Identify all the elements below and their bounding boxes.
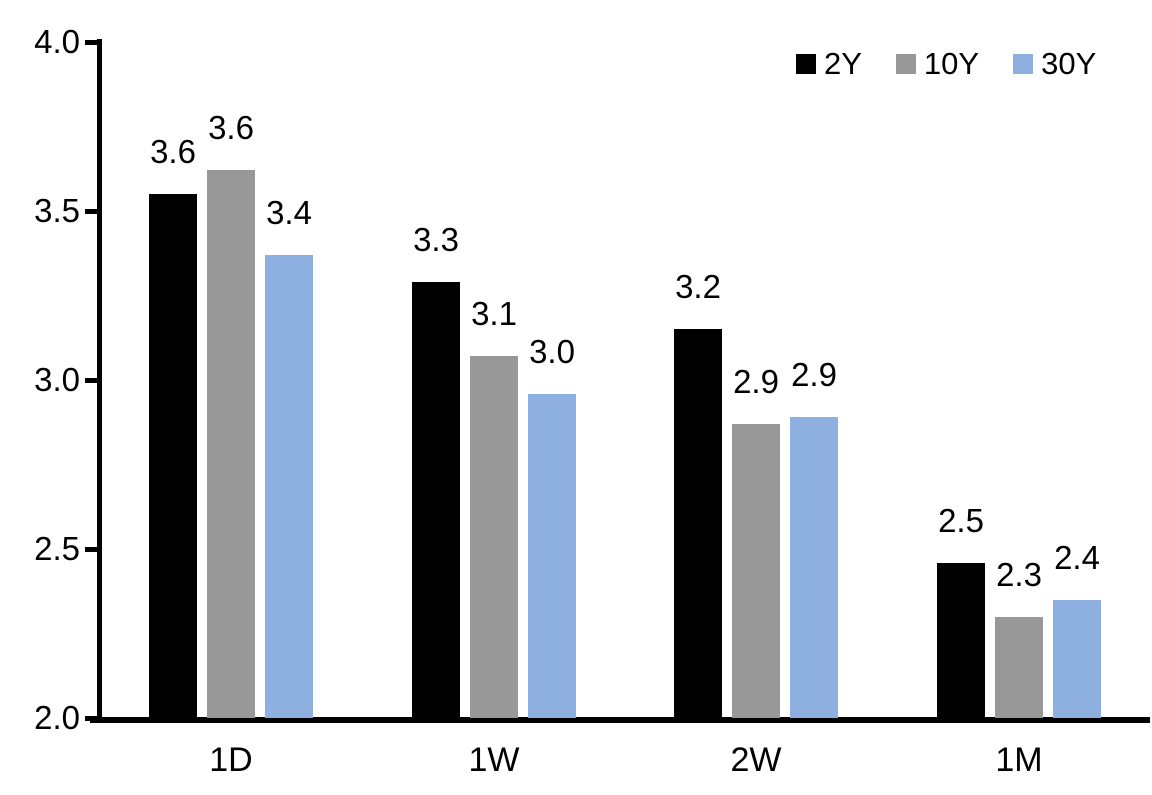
bar-30y-1m: [1053, 600, 1101, 718]
y-axis-tick-label: 2.0: [34, 699, 80, 736]
bar-value-label: 2.4: [1054, 539, 1100, 576]
legend-swatch-icon: [1013, 54, 1034, 74]
bar-value-label: 2.9: [791, 356, 837, 393]
bar-10y-1m: [995, 617, 1043, 718]
bar-value-label: 3.4: [266, 194, 312, 231]
y-axis-tick-label: 3.0: [34, 361, 80, 398]
bar-value-label: 2.9: [733, 363, 779, 400]
y-axis-tick-label: 3.5: [34, 192, 80, 229]
legend-label: 10Y: [923, 46, 980, 81]
bar-value-label: 3.3: [413, 221, 459, 258]
legend-label: 30Y: [1041, 46, 1097, 81]
bar-30y-1d: [265, 255, 313, 718]
bar-30y-2w: [790, 417, 838, 718]
legend-swatch-icon: [796, 54, 816, 74]
y-axis-tick-label: 2.5: [34, 530, 80, 567]
bar-value-label: 2.5: [938, 502, 984, 539]
bar-2y-1m: [937, 563, 985, 718]
x-axis-category-label: 2W: [730, 741, 782, 779]
legend: 2Y 10Y 30Y: [796, 46, 1096, 82]
bar-2y-1d: [149, 194, 197, 718]
y-axis-tick: [85, 208, 100, 214]
bar-value-label: 3.2: [675, 268, 721, 305]
x-axis-category-label: 1W: [468, 741, 520, 779]
bar-value-label: 3.0: [529, 333, 575, 370]
y-axis-tick: [85, 377, 100, 383]
legend-item-30y: 30Y: [1013, 46, 1096, 82]
bar-value-label: 2.3: [996, 556, 1042, 593]
bar-value-label: 3.6: [208, 109, 254, 146]
y-axis-tick-label: 4.0: [34, 23, 80, 60]
bar-10y-2w: [732, 424, 780, 718]
legend-swatch-icon: [895, 54, 916, 74]
bar-10y-1w: [470, 356, 518, 718]
x-axis-category-label: 1D: [209, 741, 253, 779]
legend-item-2y: 2Y: [796, 46, 862, 82]
bar-value-label: 3.6: [150, 133, 196, 170]
legend-item-10y: 10Y: [895, 46, 980, 82]
y-axis-tick: [85, 39, 100, 45]
y-axis-tick: [85, 715, 100, 721]
bar-10y-1d: [207, 170, 255, 718]
bar-2y-1w: [412, 282, 460, 718]
x-axis-category-label: 1M: [995, 741, 1043, 779]
legend-label: 2Y: [824, 46, 862, 81]
x-axis-line: [90, 717, 1150, 723]
bar-value-label: 3.1: [471, 295, 517, 332]
bar-2y-2w: [674, 329, 722, 718]
bar-30y-1w: [528, 394, 576, 718]
y-axis-tick: [85, 546, 100, 552]
